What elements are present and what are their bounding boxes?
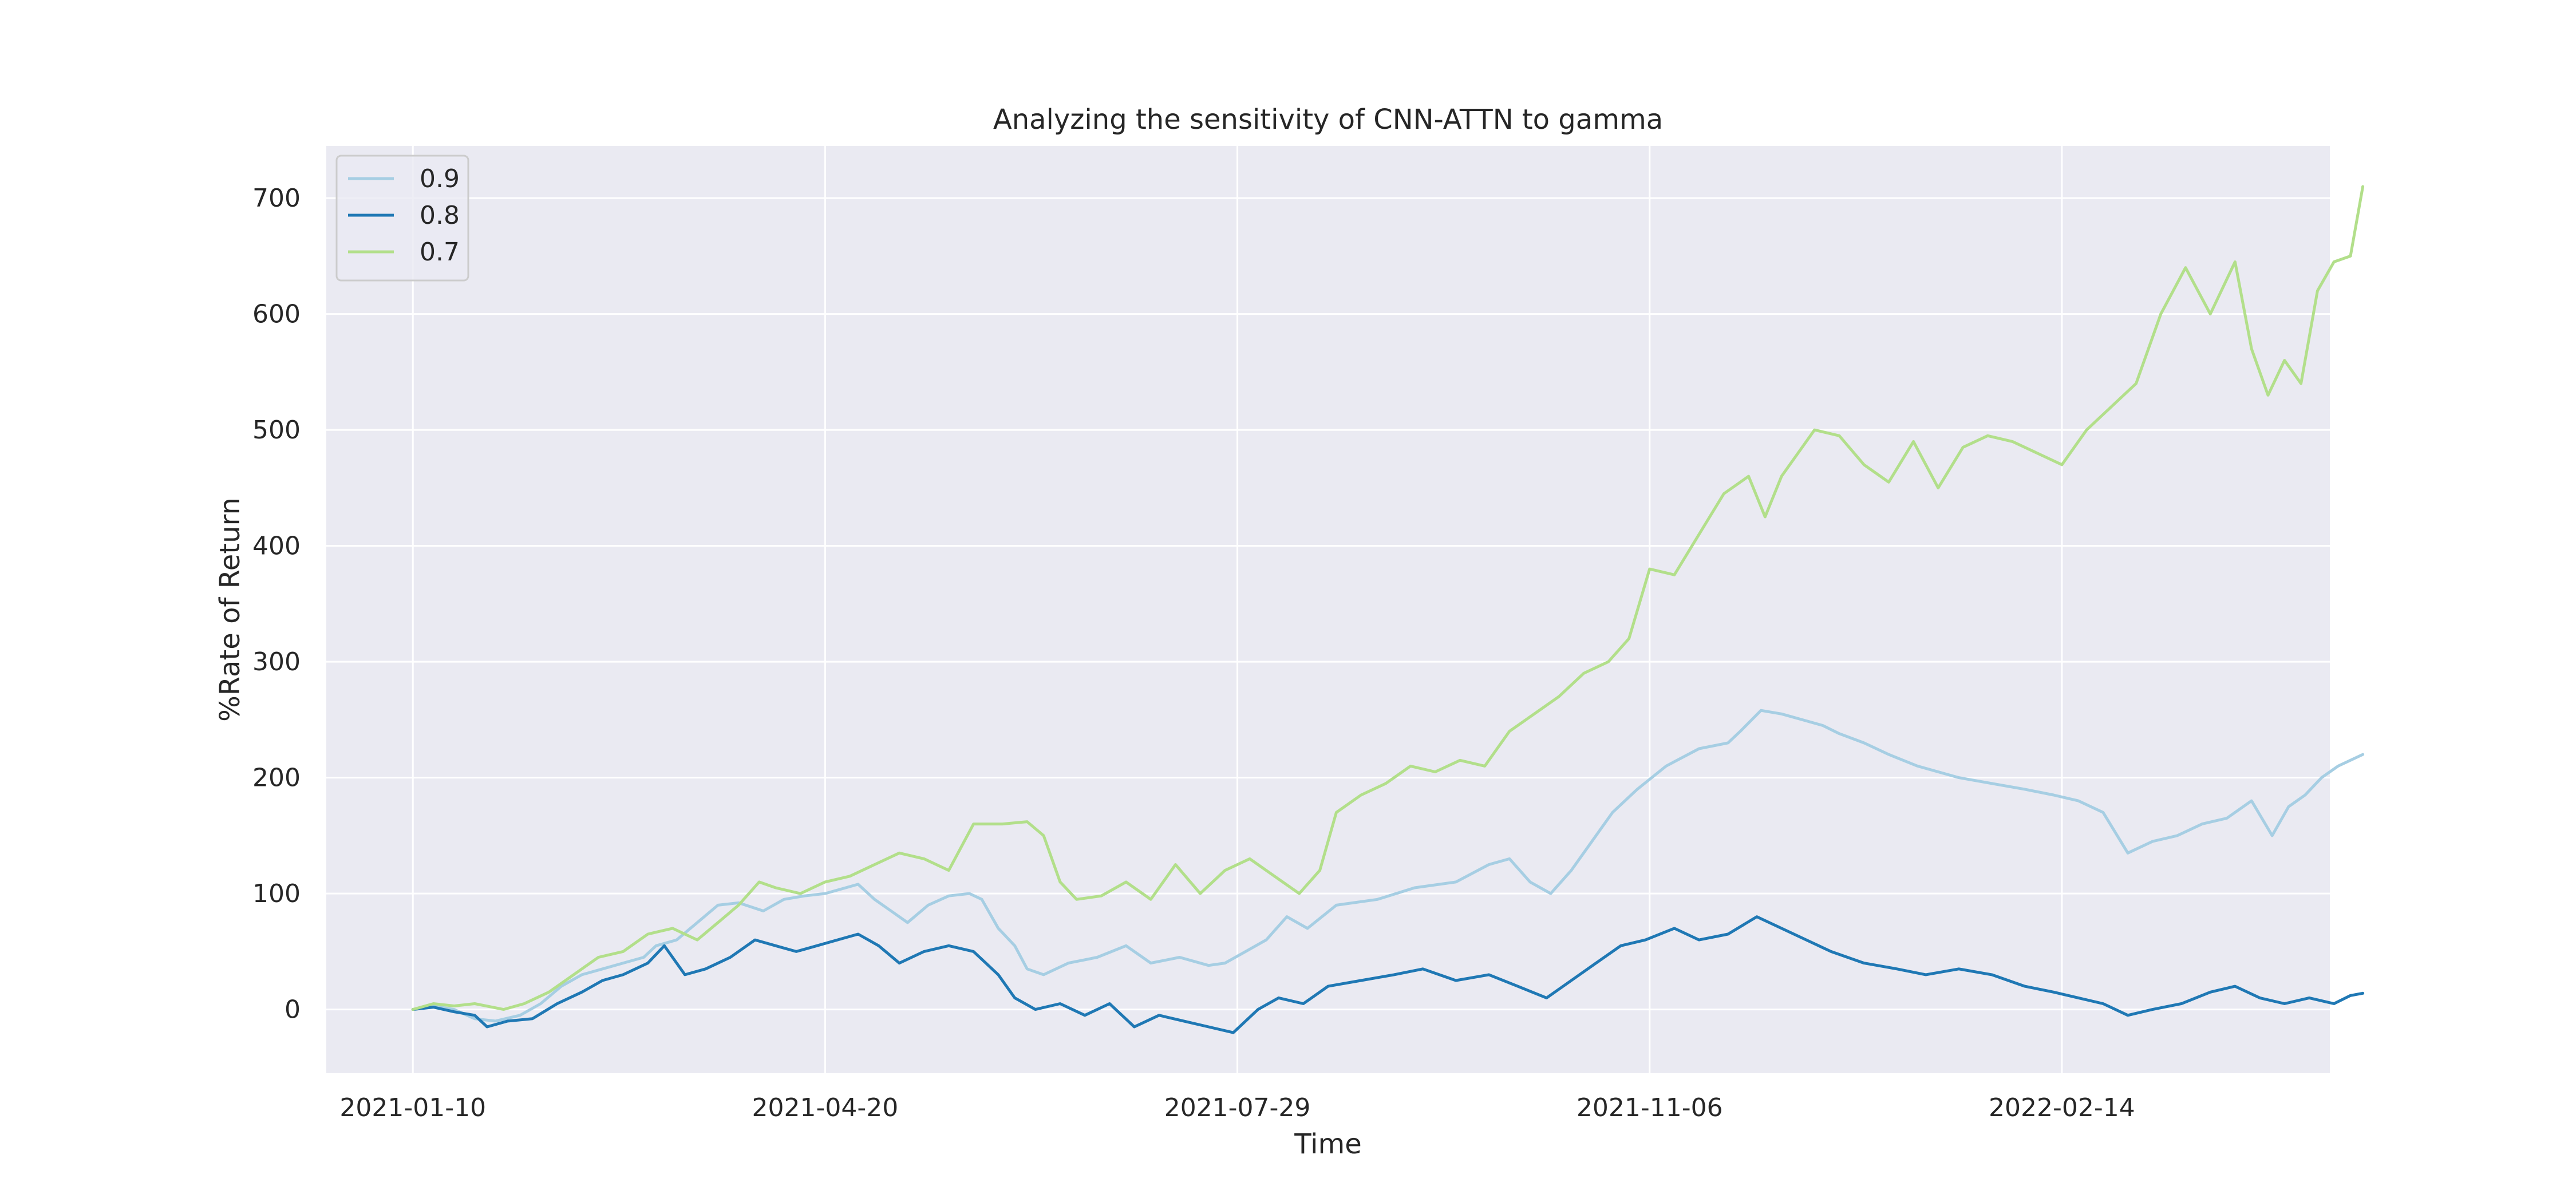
legend-label: 0.8 [420,201,460,230]
x-axis-label: Time [1294,1128,1361,1160]
y-tick-label: 100 [252,879,301,908]
y-tick-label: 600 [252,300,301,329]
chart-title: Analyzing the sensitivity of CNN-ATTN to… [993,104,1663,136]
y-tick-label: 0 [285,995,301,1025]
y-tick-label: 700 [252,184,301,213]
legend-label: 0.7 [420,238,460,267]
plot-background [326,146,2330,1073]
x-tick-label: 2022-02-14 [1989,1093,2135,1122]
series-line-0.7 [411,185,2365,1011]
x-axis-ticks: 2021-01-10 2021-04-20 2021-07-29 2021-11-06… [339,1093,2135,1122]
legend: 0.9 0.8 0.7 [335,155,469,282]
y-tick-label: 400 [252,532,301,561]
x-tick-label: 2021-01-10 [339,1093,486,1122]
series-lines [411,185,2365,1034]
x-tick-label: 2021-07-29 [1164,1093,1311,1122]
legend-box [335,155,469,282]
series-line-0.9 [411,709,2365,1023]
legend-label: 0.9 [420,164,460,193]
grid-lines [326,146,2330,1073]
y-tick-label: 200 [252,764,301,793]
y-axis-ticks: 0 100 200 300 400 500 600 700 [252,184,301,1025]
y-axis-label: %Rate of Return [214,497,246,722]
x-tick-label: 2021-04-20 [752,1093,899,1122]
y-tick-label: 500 [252,416,301,445]
x-tick-label: 2021-11-06 [1577,1093,1723,1122]
series-line-0.8 [411,915,2365,1034]
y-tick-label: 300 [252,647,301,677]
